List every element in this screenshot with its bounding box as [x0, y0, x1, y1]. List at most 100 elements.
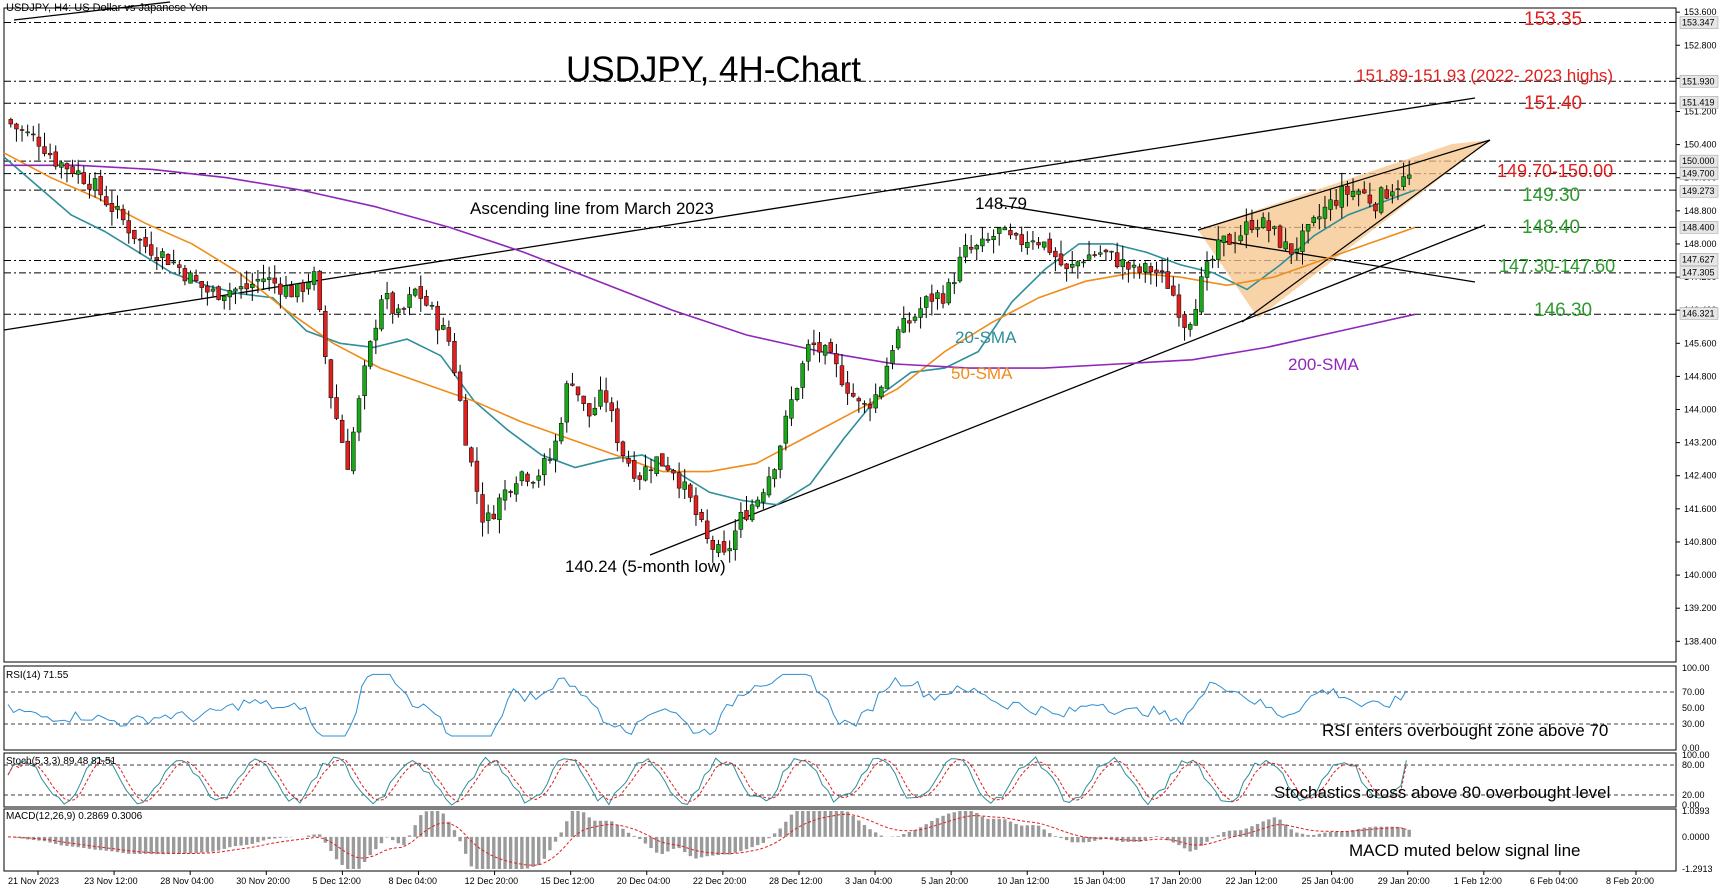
candle-body: [912, 316, 918, 321]
price-tag-label: 149.700: [1682, 169, 1715, 179]
price-tick-label: 144.000: [1684, 405, 1717, 415]
candle-body: [1025, 242, 1030, 248]
candle-body: [435, 305, 440, 331]
candle-body: [1294, 248, 1300, 253]
candle-body: [59, 162, 64, 168]
macd-label: MACD(12,26,9) 0.2869 0.3006: [6, 811, 143, 822]
candle-body: [300, 282, 306, 292]
candle-body: [1070, 264, 1075, 268]
candle-body: [710, 540, 716, 550]
candle-body: [109, 203, 115, 212]
candle-body: [120, 208, 126, 221]
candle-body: [963, 244, 968, 258]
level-label-149-30: 149.30: [1522, 185, 1581, 206]
candle-body: [1182, 314, 1187, 328]
rising-wedge-area: [1198, 140, 1490, 318]
candle-body: [744, 510, 749, 520]
candle-body: [721, 541, 727, 553]
candle-body: [92, 178, 98, 191]
candle-body: [733, 530, 738, 551]
candle-body: [1244, 221, 1249, 235]
macd-tick-label: 0.0000: [1682, 832, 1710, 842]
candle-body: [345, 440, 350, 470]
price-tag-label: 151.419: [1682, 97, 1715, 107]
candle-body: [1210, 258, 1215, 261]
candle-body: [952, 282, 957, 285]
rsi-tick-label: 0.00: [1682, 743, 1700, 753]
time-tick-label: 25 Jan 04:00: [1302, 876, 1354, 886]
candle-body: [1193, 308, 1198, 326]
candle-body: [1098, 252, 1103, 255]
candle-body: [676, 472, 682, 489]
candle-body: [1103, 249, 1109, 253]
candle-body: [334, 397, 339, 419]
stoch-note: Stochastics cross above 80 overbought le…: [1274, 783, 1611, 802]
candle-body: [188, 272, 193, 284]
candle-body: [564, 383, 570, 423]
stoch-label: Stoch(5,3,3) 89.48 81.51: [6, 756, 117, 767]
candle-body: [980, 238, 985, 247]
low-label: 140.24 (5-month low): [565, 557, 726, 576]
price-tag-box: [1679, 184, 1719, 198]
candle-body: [266, 277, 272, 280]
candle-body: [817, 342, 822, 353]
candle-body: [457, 371, 463, 401]
candle-body: [1216, 239, 1221, 260]
candle-body: [1053, 250, 1058, 258]
candle-body: [1148, 266, 1154, 273]
candle-body: [1114, 252, 1120, 268]
candle-body: [485, 512, 491, 521]
time-tick-label: 20 Dec 04:00: [617, 876, 671, 886]
candle-body: [1345, 185, 1350, 195]
candle-body: [8, 119, 14, 125]
candle-body: [626, 458, 631, 464]
candle-body: [704, 520, 710, 539]
candle-body: [547, 459, 553, 461]
rsi-tick-label: 50.00: [1682, 703, 1705, 713]
candle-body: [154, 257, 160, 261]
level-label-147-30: 147.30-147.60: [1499, 256, 1616, 276]
candle-body: [171, 261, 176, 264]
candle-body: [1317, 216, 1322, 220]
candle-body: [1300, 230, 1305, 252]
candle-body: [115, 205, 120, 210]
price-tick-label: 148.000: [1684, 239, 1717, 249]
candle-body: [1008, 230, 1013, 236]
candle-body: [244, 283, 249, 290]
price-tick-label: 144.800: [1684, 371, 1717, 381]
candle-body: [53, 151, 58, 167]
candle-body: [238, 286, 244, 290]
stoch-tick-label: 20.00: [1682, 790, 1705, 800]
candle-body: [935, 292, 940, 300]
time-tick-label: 17 Jan 20:00: [1149, 876, 1201, 886]
candle-body: [424, 295, 429, 306]
time-tick-label: 23 Nov 12:00: [84, 876, 138, 886]
candle-body: [474, 460, 480, 492]
candle-body: [1126, 261, 1131, 270]
price-tag-label: 146.321: [1682, 308, 1715, 318]
candle-body: [671, 470, 676, 474]
time-tick-label: 6 Feb 04:00: [1530, 876, 1578, 886]
macd-panel-frame: [3, 808, 1677, 872]
rsi-tick-label: 30.00: [1682, 719, 1705, 729]
candles-group: [8, 117, 1412, 563]
candle-body: [165, 254, 171, 265]
candle-body: [233, 288, 238, 292]
candle-body: [1086, 254, 1092, 260]
candle-body: [766, 476, 772, 496]
price-tick-label: 145.600: [1684, 338, 1717, 348]
rsi-note: RSI enters overbought zone above 70: [1322, 721, 1609, 740]
chart-title: USDJPY, 4H-Chart: [566, 50, 862, 89]
wedge-lower-line: [1241, 139, 1491, 323]
candle-body: [879, 386, 884, 398]
candle-body: [1350, 191, 1356, 197]
time-tick-label: 28 Dec 12:00: [769, 876, 823, 886]
candle-body: [514, 483, 519, 495]
rsi-panel-frame: [3, 665, 1677, 751]
candle-body: [867, 404, 873, 409]
level-label-151-93: 151.89-151.93 (2022- 2023 highs): [1356, 66, 1614, 85]
candle-body: [1249, 220, 1255, 231]
price-tick-label: 151.200: [1684, 106, 1717, 116]
level-label-153-35: 153.35: [1524, 9, 1583, 30]
